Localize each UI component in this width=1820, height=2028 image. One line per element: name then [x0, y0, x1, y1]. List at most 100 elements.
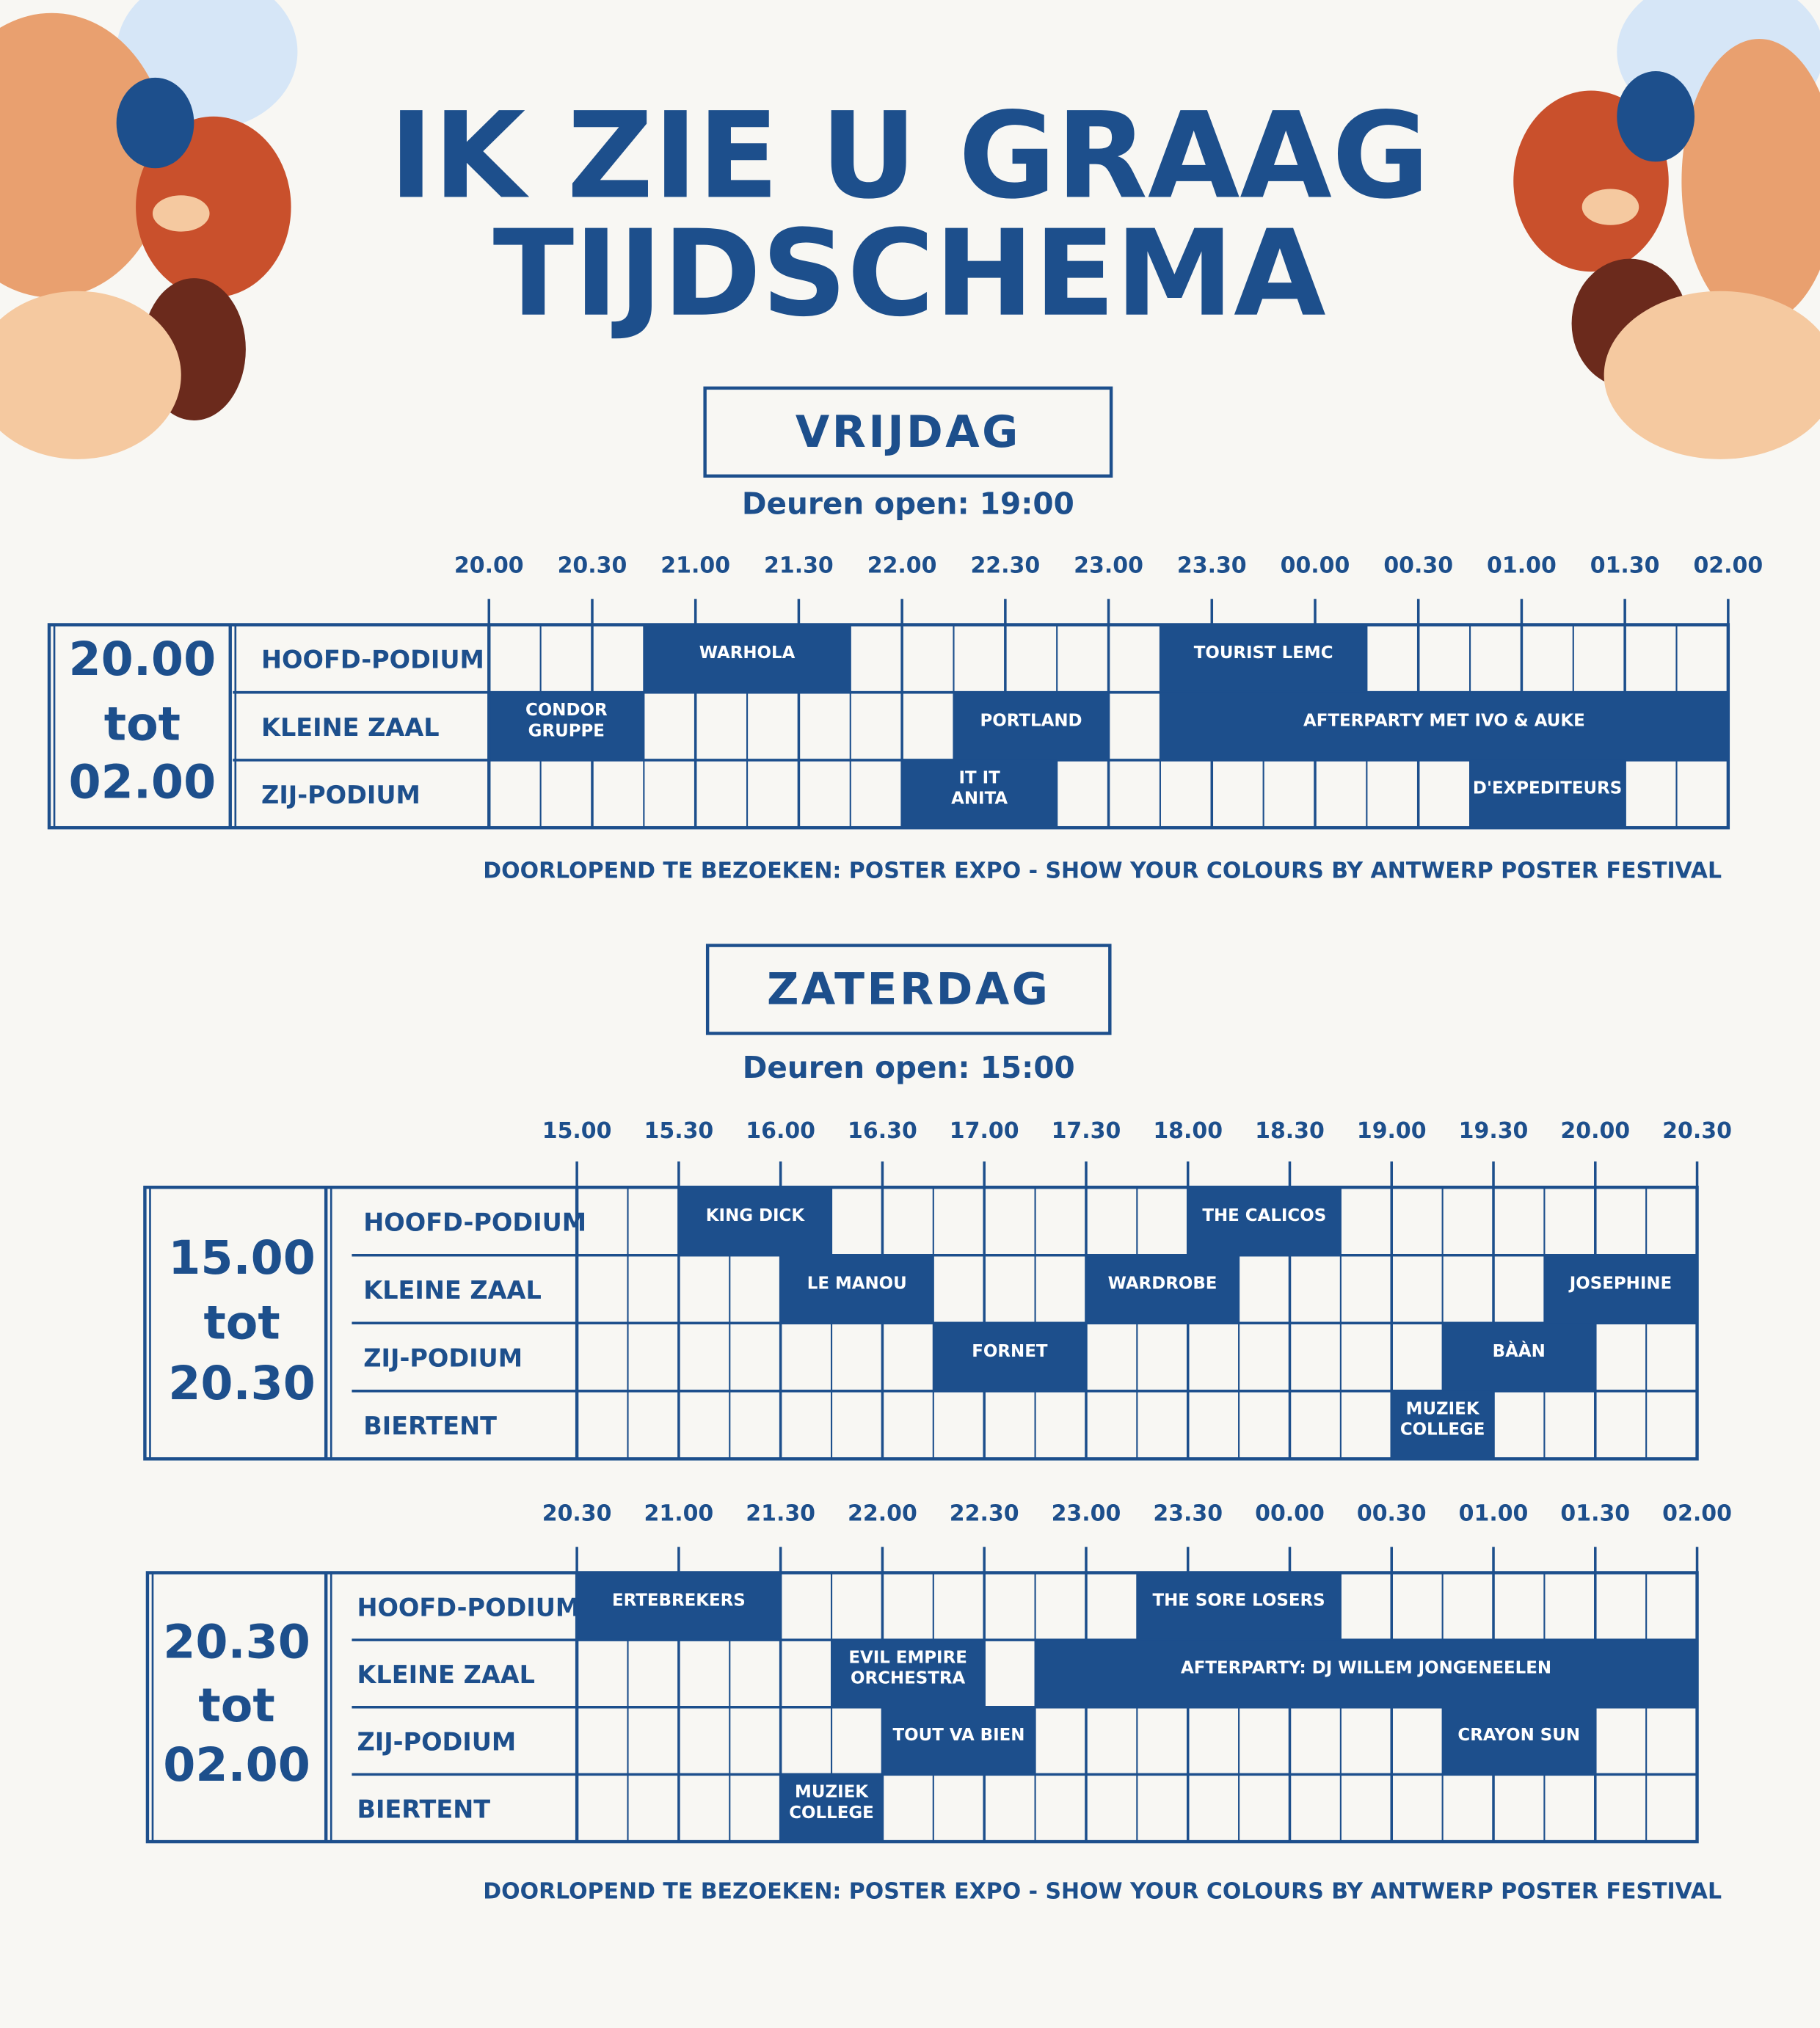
- tick-label: 20.00: [454, 553, 524, 579]
- event-name: GRUPPE: [528, 721, 605, 740]
- event: [1391, 1390, 1494, 1459]
- stage-name: HOOFD-PODIUM: [261, 646, 484, 674]
- event-name: TOURIST LEMC: [1194, 643, 1333, 663]
- event-name: THE CALICOS: [1202, 1206, 1326, 1225]
- tick-label: 18.30: [1255, 1118, 1325, 1144]
- tick-label: 17.30: [1052, 1118, 1121, 1144]
- decor-right: [1513, 0, 1820, 459]
- tick-label: 02.00: [1693, 553, 1763, 579]
- event-name: JOSEPHINE: [1568, 1274, 1672, 1293]
- day-box: [705, 944, 1112, 1035]
- event: [644, 624, 851, 693]
- stage-name: ZIJ-PODIUM: [261, 781, 421, 809]
- event-name: AFTERPARTY: DJ WILLEM JONGENEELEN: [1181, 1658, 1551, 1677]
- tick-label: 23.30: [1177, 553, 1247, 579]
- event-name: TOUT VA BIEN: [893, 1726, 1025, 1745]
- stage-name: ZIJ-PODIUM: [357, 1728, 516, 1757]
- tick-label: 19.00: [1357, 1118, 1427, 1144]
- tick-label: 00.30: [1357, 1501, 1427, 1527]
- tick-label: 00.30: [1383, 553, 1453, 579]
- tick-label: 01.30: [1560, 1501, 1630, 1527]
- stage-name: BIERTENT: [363, 1412, 497, 1440]
- event-name: IT IT: [959, 768, 1001, 787]
- event-name: ERTEBREKERS: [612, 1591, 746, 1611]
- event-name: LE MANOU: [807, 1274, 907, 1293]
- tick-label: 15.30: [644, 1118, 714, 1144]
- decor-left: [0, 0, 298, 459]
- tick-label: 21.00: [660, 553, 730, 579]
- event-name: THE SORE LOSERS: [1153, 1591, 1325, 1611]
- event-name: FORNET: [972, 1342, 1048, 1361]
- stage-name: BIERTENT: [357, 1795, 490, 1823]
- period: 02.00: [163, 1737, 310, 1792]
- event-name: MUZIEK: [795, 1783, 869, 1802]
- day-name: ZATERDAG: [767, 964, 1051, 1015]
- note: DOORLOPEND TE BEZOEKEN: POSTER EXPO - SH…: [483, 858, 1722, 884]
- event: [1470, 759, 1626, 828]
- tick-label: 20.30: [542, 1501, 612, 1527]
- tick-label: 22.30: [950, 1501, 1019, 1527]
- tick-label: 01.30: [1590, 553, 1660, 579]
- event-name: COLLEGE: [789, 1803, 874, 1823]
- event: [1442, 1323, 1595, 1391]
- event: [831, 1640, 985, 1707]
- tick-label: 21.00: [644, 1501, 714, 1527]
- event: [489, 692, 644, 760]
- stage-name: KLEINE ZAAL: [261, 713, 440, 742]
- tick-label: 21.30: [764, 553, 834, 579]
- event-name: COLLEGE: [1400, 1420, 1485, 1440]
- period: tot: [198, 1678, 274, 1732]
- event-name: ORCHESTRA: [851, 1668, 966, 1688]
- stage-name: ZIJ-PODIUM: [363, 1344, 523, 1373]
- event: [1544, 1255, 1697, 1324]
- event: [577, 1572, 781, 1641]
- tick-label: 00.00: [1255, 1501, 1325, 1527]
- period: tot: [203, 1295, 280, 1349]
- tick-label: 19.30: [1459, 1118, 1529, 1144]
- event: [1442, 1707, 1595, 1775]
- event: [1160, 624, 1367, 693]
- tick-label: 01.00: [1459, 1501, 1529, 1527]
- event-name: WARHOLA: [699, 643, 796, 663]
- tick-label: 18.00: [1153, 1118, 1223, 1144]
- event-name: EVIL EMPIRE: [848, 1648, 967, 1667]
- tick-label: 22.00: [867, 553, 937, 579]
- stage-name: HOOFD-PODIUM: [363, 1208, 586, 1236]
- event-name: D'EXPEDITEURS: [1473, 779, 1622, 798]
- tick-label: 20.00: [1560, 1118, 1630, 1144]
- event-name: BÀÀN: [1493, 1341, 1546, 1361]
- event-name: CRAYON SUN: [1457, 1726, 1580, 1745]
- day-name: VRIJDAG: [796, 406, 1021, 458]
- tick-label: 02.00: [1662, 1501, 1732, 1527]
- note: DOORLOPEND TE BEZOEKEN: POSTER EXPO - SH…: [483, 1878, 1722, 1904]
- tick-label: 01.00: [1487, 553, 1557, 579]
- tick-label: 23.30: [1153, 1501, 1223, 1527]
- stage-name: KLEINE ZAAL: [363, 1276, 542, 1305]
- event-name: WARDROBE: [1108, 1274, 1217, 1293]
- title: IK ZIE U GRAAG: [389, 87, 1430, 225]
- stage-name: HOOFD-PODIUM: [357, 1593, 580, 1622]
- tick-label: 20.30: [1662, 1118, 1732, 1144]
- event: [953, 692, 1109, 760]
- event: [678, 1187, 832, 1255]
- period: 20.00: [69, 632, 216, 686]
- event-name: AFTERPARTY MET IVO & AUKE: [1303, 711, 1585, 730]
- stage-name: KLEINE ZAAL: [357, 1660, 535, 1689]
- event-name: KING DICK: [706, 1206, 806, 1225]
- tick-label: 00.00: [1281, 553, 1350, 579]
- tick-label: 20.30: [558, 553, 627, 579]
- tick-label: 16.00: [746, 1118, 815, 1144]
- day-box: [703, 386, 1113, 478]
- period: tot: [104, 696, 181, 751]
- event-name: ANITA: [951, 789, 1008, 809]
- event-name: CONDOR: [525, 701, 608, 720]
- event: [882, 1707, 1035, 1775]
- event: [780, 1255, 933, 1324]
- title: TIJDSCHEMA: [493, 205, 1326, 343]
- period: 15.00: [168, 1230, 316, 1285]
- event: [1035, 1640, 1697, 1707]
- tick-label: 16.30: [848, 1118, 917, 1144]
- event: [1160, 692, 1728, 760]
- event: [1137, 1572, 1341, 1641]
- tick-label: 15.00: [542, 1118, 612, 1144]
